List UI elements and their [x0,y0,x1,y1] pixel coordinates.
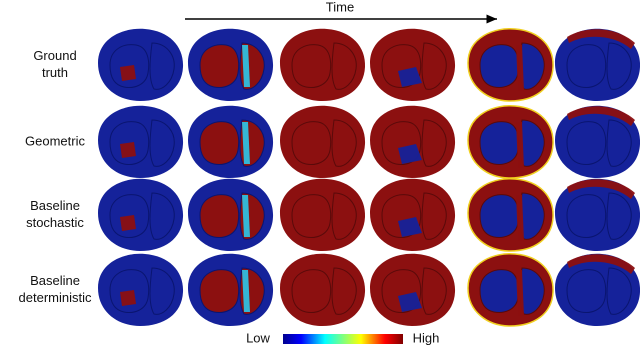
activation-patch [516,195,524,241]
heart-right-chamber [149,192,175,240]
activation-patch [567,29,635,49]
colorbar-high: High [413,330,440,345]
heart-render [370,28,456,101]
heart-render [188,105,274,178]
activation-patch [120,65,136,81]
activation-patch [120,290,136,306]
row-label: Ground [33,48,76,63]
time-label: Time [326,0,354,14]
activation-patch [516,122,524,168]
activation-patch [567,254,635,274]
heart-render [555,105,640,178]
colorbar-low: Low [246,330,270,345]
heart-render [370,178,456,251]
heart-right-chamber [149,267,175,315]
heart-left-chamber [479,194,520,238]
heart-left-chamber [199,44,240,88]
heart-render [98,105,184,178]
heart-right-chamber [606,42,632,90]
activation-patch [120,142,136,158]
heart-right-chamber [606,119,632,167]
activation-patch [398,292,422,312]
row-label: Baseline [30,198,80,213]
heart-right-chamber [421,42,447,90]
heart-render [98,178,184,251]
row-label: Geometric [25,133,85,148]
heart-render [467,28,554,102]
heart-render [188,28,274,101]
heart-render [467,253,554,327]
heart-left-chamber [479,121,520,165]
heart-right-chamber [331,119,357,167]
heart-right-chamber [606,192,632,240]
heart-right-chamber [149,42,175,90]
heart-left-chamber [566,269,607,313]
heart-render [555,253,640,326]
colorbar [283,334,403,344]
activation-patch [516,270,524,316]
heart-render [188,253,274,326]
activation-patch [516,45,524,91]
heart-right-chamber [421,192,447,240]
heart-right-chamber [421,119,447,167]
row-label: stochastic [26,215,84,230]
heart-render [467,105,554,179]
heart-left-chamber [199,121,240,165]
heart-render [370,105,456,178]
heart-left-chamber [291,121,332,165]
heart-render [555,28,640,101]
heart-left-chamber [566,121,607,165]
activation-patch [398,67,422,87]
heart-left-chamber [291,44,332,88]
heart-left-chamber [291,194,332,238]
activation-patch [242,45,250,87]
heart-right-chamber [331,42,357,90]
heart-right-chamber [331,267,357,315]
activation-patch [242,270,250,312]
heart-left-chamber [479,269,520,313]
activation-patch [398,144,422,164]
heart-render [280,178,366,251]
activation-patch [120,215,136,231]
heart-render [280,105,366,178]
heart-left-chamber [291,269,332,313]
heart-grid [98,28,640,327]
row-label: truth [42,65,68,80]
activation-patch [398,217,422,237]
activation-patch [242,195,250,237]
row-label: Baseline [30,273,80,288]
activation-patch [567,179,635,199]
heart-right-chamber [149,119,175,167]
heart-render [188,178,274,251]
activation-patch [242,122,250,164]
heart-left-chamber [199,194,240,238]
heart-render [98,28,184,101]
heart-left-chamber [566,194,607,238]
heart-right-chamber [606,267,632,315]
heart-render [98,253,184,326]
heart-render [370,253,456,326]
heart-left-chamber [479,44,520,88]
heart-right-chamber [421,267,447,315]
heart-left-chamber [199,269,240,313]
heart-right-chamber [331,192,357,240]
row-label: deterministic [19,290,92,305]
heart-render [280,28,366,101]
heart-render [280,253,366,326]
heart-render [555,178,640,251]
activation-patch [567,106,635,126]
heart-render [467,178,554,252]
heart-left-chamber [566,44,607,88]
